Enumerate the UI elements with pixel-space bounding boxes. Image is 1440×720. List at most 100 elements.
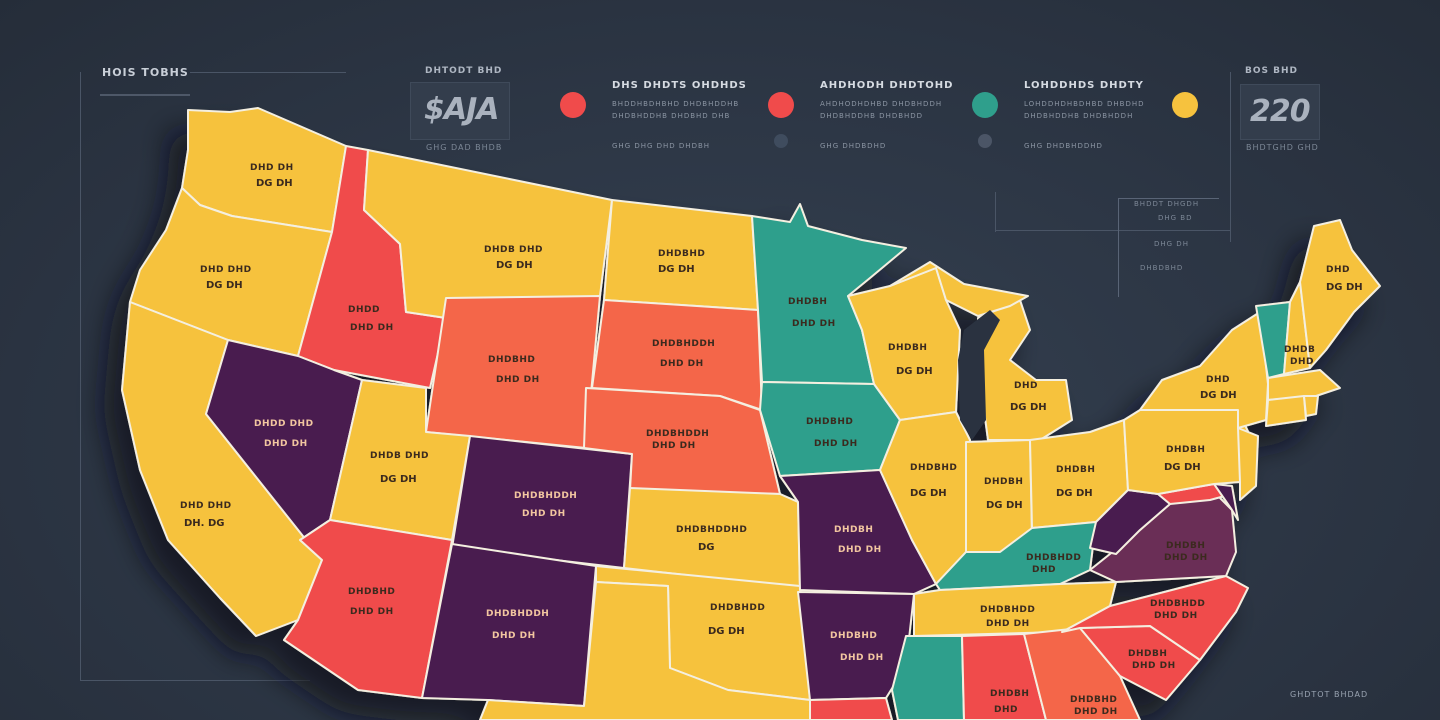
label-nd-1: DHDBHD [658,249,705,259]
label-ok-1: DHDBHDD [710,603,765,613]
label-sd-2: DHD DH [660,359,704,369]
label-ks-2: DG [698,542,715,553]
label-id-1: DHDD [348,305,380,315]
lake-michigan [958,310,1000,440]
label-me-2: DG DH [1326,282,1363,293]
label-ne-1: DHDBHDDH [646,429,709,439]
stat-left-box [410,82,510,140]
label-ks-1: DHDBHDDHD [676,525,747,535]
label-il-1: DHDBHD [910,463,957,473]
stat-right-label: BOS BHD [1245,66,1298,76]
label-oh-2: DG DH [1056,488,1093,499]
frame-mid-line [995,230,1230,231]
label-sd-1: DHDBHDDH [652,339,715,349]
label-nm-1: DHDBHDDH [486,609,549,619]
label-mo-1: DHDBH [834,525,873,535]
label-az-2: DHD DH [350,607,394,617]
label-ky-1: DHDBHDD [1026,553,1081,563]
state-ny [1139,311,1269,429]
state-de [1213,483,1239,521]
label-in-1: DHDBH [984,477,1023,487]
label-nv-2: DHD DH [264,439,308,449]
label-pa-2: DG DH [1164,462,1201,473]
bottom-right-caption: GHDTOT BHDAD [1290,690,1369,699]
label-mt-1: DHDB DHD [484,245,543,255]
label-ky-2: DHD [1032,565,1056,575]
label-ga-2: DHD DH [1074,707,1118,717]
label-al-1: DHDBH [990,689,1029,699]
label-me-1: DHD [1326,265,1350,275]
label-ok-2: DG DH [708,626,745,637]
legend-line: LOHDDHDHBDHBD DHBDHD [1024,100,1145,108]
label-oh-1: DHDBH [1056,465,1095,475]
label-nc-2: DHD DH [1154,611,1198,621]
legend-title: DHS DHDTS OHDHDS [612,80,747,91]
label-mn-1: DHDBH [788,297,827,307]
state-la [809,697,893,720]
page-title: HOIS TOBHS [102,66,189,79]
state-me [1299,219,1381,369]
label-co-2: DHD DH [522,509,566,519]
label-mi-1: DHD [1014,381,1038,391]
frame-mid-vline [995,192,996,232]
legend-title: AHDHODH DHDTOHD [820,80,954,91]
label-nm-2: DHD DH [492,631,536,641]
label-ny-2: DG DH [1200,390,1237,401]
title-underline [100,94,190,96]
label-va-2: DHD DH [1164,553,1208,563]
label-va-1: DHDBH [1166,541,1205,551]
label-ca-1: DHD DHD [180,501,232,511]
legend-small-dot [774,134,788,148]
frame-bottom-line [80,680,310,681]
state-nm [421,543,597,707]
label-vt-2: DHD [1290,357,1314,367]
label-az-1: DHDBHD [348,587,395,597]
label-vt-1: DHDB [1284,345,1315,355]
side-note-line: DHBDBHD [1140,264,1184,272]
label-wa-1: DHD DH [250,163,294,173]
state-ia [759,381,901,477]
legend-small-dot [978,134,992,148]
label-ga-1: DHDBHD [1070,695,1117,705]
label-wi-2: DG DH [896,366,933,377]
label-ne-2: DHD DH [652,441,696,451]
frame-left-line [80,72,81,680]
stat-left-value: $AJA [424,92,499,127]
stat-right-box [1240,84,1320,140]
state-ms [891,635,965,720]
state-mi-up [889,261,1029,317]
side-note-line: DHG BD [1158,214,1193,222]
stat-left-caption: GHG DAD BHDB [426,143,503,152]
label-tn-2: DHD DH [986,619,1030,629]
state-wy [425,295,601,449]
label-ut-2: DG DH [380,474,417,485]
legend-swatch-yellow [1172,92,1198,118]
state-ri [1303,395,1319,417]
label-or-1: DHD DHD [200,265,252,275]
label-mo-2: DHD DH [838,545,882,555]
state-ma [1267,369,1341,401]
frame-top-line [190,72,346,73]
label-in-2: DG DH [986,500,1023,511]
legend-line: DHDBHDDHB DHDBHD DHB [612,112,731,120]
label-nc-1: DHDBHDD [1150,599,1205,609]
label-wi-1: DHDBH [888,343,927,353]
label-ar-1: DHDBHD [830,631,877,641]
label-id-2: DHD DH [350,323,394,333]
state-nc [1061,575,1249,661]
legend-swatch-red [560,92,586,118]
label-ca-2: DH. DG [184,518,224,529]
label-mi-2: DG DH [1010,402,1047,413]
label-il-2: DG DH [910,488,947,499]
label-wa-2: DG DH [256,178,293,189]
label-al-2: DHD [994,705,1018,715]
frame-right-line [1230,72,1231,242]
label-pa-1: DHDBH [1166,445,1205,455]
legend-title: LOHDDHDS DHDTY [1024,80,1144,91]
legend-swatch-red [768,92,794,118]
state-al [961,633,1047,720]
legend-foot: GHG DHDBHDDHD [1024,142,1103,150]
state-nj [1237,427,1259,501]
label-sc-1: DHDBH [1128,649,1167,659]
